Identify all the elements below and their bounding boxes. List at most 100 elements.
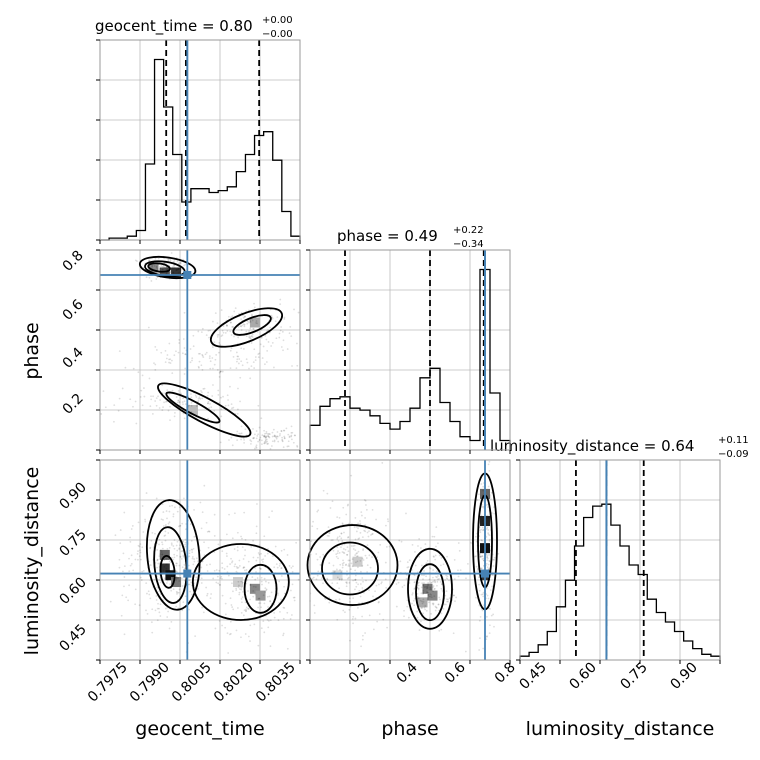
xtick-geocent-time-2: 0.8005 [169, 660, 215, 706]
sample-point [244, 549, 247, 551]
hist-step-geocent_time [100, 58, 301, 241]
sample-point [252, 539, 254, 542]
sample-point [432, 555, 435, 558]
sample-point [340, 532, 343, 535]
sample-point [221, 594, 224, 597]
sample-point [403, 615, 405, 618]
sample-point [169, 272, 172, 275]
sample-point [413, 604, 416, 607]
sample-point [433, 588, 436, 591]
sample-point [235, 565, 238, 568]
sample-point [341, 566, 344, 569]
sample-point [265, 438, 268, 441]
sample-point [333, 570, 336, 573]
sample-point [151, 531, 154, 534]
sample-point [223, 568, 226, 570]
sample-point [435, 576, 438, 579]
sample-point [206, 594, 208, 597]
sample-point [242, 348, 245, 350]
sample-point [165, 577, 168, 580]
sample-point [290, 438, 293, 441]
sample-point [178, 266, 181, 269]
sample-point [454, 600, 456, 603]
sample-point [121, 594, 124, 597]
sample-point [377, 551, 380, 554]
sample-point [254, 356, 257, 358]
sample-point [328, 596, 330, 599]
sample-point [289, 325, 292, 328]
sample-point [422, 593, 424, 595]
sample-point [424, 585, 427, 588]
sample-point [486, 559, 489, 562]
sample-point [140, 389, 143, 392]
sample-point [436, 578, 439, 581]
sample-point [256, 577, 259, 579]
sample-point [290, 434, 293, 437]
sample-point [278, 580, 281, 583]
sample-point [347, 563, 350, 566]
sample-point [411, 543, 414, 546]
title-phase-value: 0.49 [404, 227, 437, 245]
sample-point [202, 611, 205, 614]
sample-point [248, 330, 251, 333]
sample-point [273, 566, 276, 569]
sample-point [286, 611, 289, 614]
sample-point [165, 510, 168, 512]
sample-point [139, 543, 142, 545]
sample-point [352, 548, 355, 550]
sample-point [206, 592, 209, 595]
sample-point [328, 532, 331, 535]
sample-point [395, 583, 398, 585]
sample-point [428, 617, 431, 620]
sample-point [265, 361, 268, 363]
sample-point [355, 555, 358, 558]
sample-point [158, 579, 160, 581]
sample-point [411, 602, 413, 605]
sample-point [177, 577, 180, 579]
sample-point [171, 372, 174, 375]
sample-point [168, 627, 171, 630]
sample-point [231, 606, 234, 608]
sample-point [237, 566, 240, 569]
sample-point [376, 556, 378, 559]
sample-point [379, 543, 382, 546]
sample-point [148, 593, 151, 596]
ytick-phase-3: 0.8 [60, 248, 87, 275]
sample-point [217, 333, 220, 336]
sample-point [418, 629, 421, 631]
sample-point [384, 561, 387, 564]
sample-point [231, 407, 233, 410]
ylabel-phase: phase [21, 322, 43, 379]
sample-point [440, 583, 443, 585]
sample-point [161, 543, 164, 546]
sample-point [261, 583, 263, 586]
sample-point [206, 402, 209, 405]
sample-point [170, 542, 173, 545]
sample-point [283, 437, 286, 439]
sample-point [331, 582, 334, 585]
sample-point [190, 393, 192, 395]
sample-point [263, 435, 266, 438]
sample-point [191, 551, 194, 554]
sample-point [265, 430, 268, 433]
sample-point [175, 562, 178, 565]
sample-point [439, 580, 442, 583]
sample-point [151, 631, 154, 634]
density-cell [171, 267, 182, 278]
sample-point [155, 599, 158, 601]
sample-point [240, 318, 243, 321]
sample-point [273, 366, 275, 369]
sample-point [364, 527, 367, 530]
sample-point [160, 551, 163, 553]
sample-point [447, 600, 449, 603]
sample-point [203, 541, 205, 544]
sample-point [282, 349, 284, 352]
sample-point [271, 440, 274, 443]
hist-0-frame [99, 39, 301, 241]
sample-point [191, 557, 194, 560]
sample-point [371, 508, 374, 511]
sample-point [218, 620, 221, 622]
sample-point [231, 315, 234, 318]
sample-point [423, 586, 426, 589]
sample-point [217, 582, 220, 585]
